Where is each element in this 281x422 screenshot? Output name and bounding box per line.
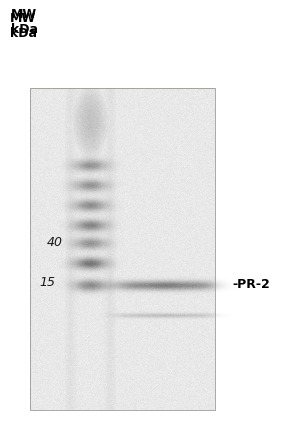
Bar: [30, 88, 215, 410]
Text: 15: 15: [39, 276, 55, 289]
Text: MW
kDa: MW kDa: [10, 12, 37, 40]
Text: MW
kDa: MW kDa: [11, 8, 38, 36]
Text: -PR-2: -PR-2: [232, 279, 270, 292]
Text: 40: 40: [47, 236, 63, 249]
